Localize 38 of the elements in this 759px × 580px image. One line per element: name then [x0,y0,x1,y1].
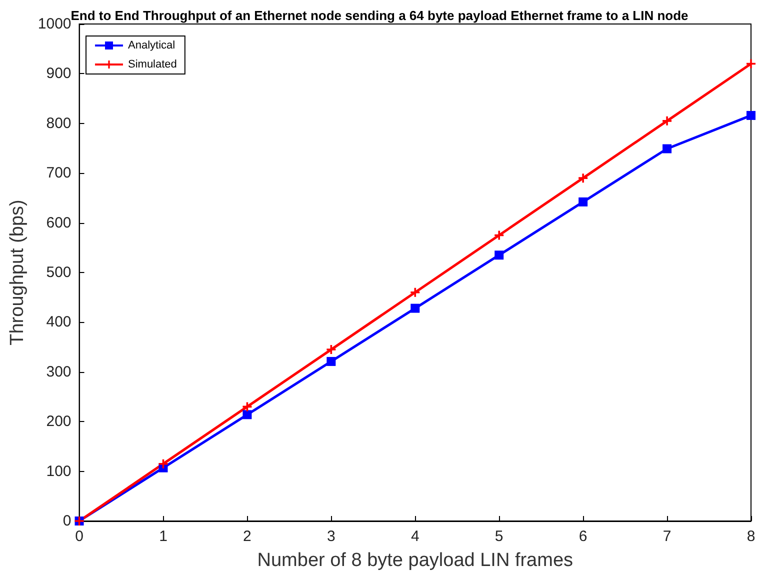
y-tick-label: 300 [46,363,72,380]
x-tick-label: 8 [746,528,756,545]
point [662,144,672,154]
x-tick-label: 1 [159,528,168,545]
y-axis-title: Throughput (bps) [7,200,28,346]
x-tick-label: 5 [494,528,504,545]
y-tick-label: 1000 [38,16,72,32]
x-tick-label: 7 [662,528,672,545]
x-axis-title: Number of 8 byte payload LIN frames [257,550,574,571]
y-tick-label: 600 [46,214,72,232]
point [746,59,756,68]
x-tick-label: 4 [410,528,420,545]
y-tick-label: 400 [46,314,72,331]
y-tick-label: 100 [46,462,72,480]
point [578,197,588,206]
y-tick-label: 700 [46,164,72,182]
y-tick-label: 0 [62,512,72,530]
point [410,288,420,297]
y-tick-label: 500 [46,264,72,281]
point [494,230,504,240]
point [242,410,252,420]
point [326,345,336,354]
point [494,250,504,260]
y-tick-label: 800 [46,114,72,132]
x-tick-label: 2 [243,528,252,545]
point [662,116,672,126]
point [326,356,336,366]
legend-label: Simulated [128,58,177,70]
point [410,304,420,313]
legend-label: Analytical [128,40,176,52]
x-tick-label: 0 [75,528,84,545]
point [578,174,588,183]
x-tick-label: 3 [326,528,336,545]
x-tick-label: 6 [578,528,588,545]
point [746,110,756,120]
y-tick-label: 900 [46,65,72,82]
chart-title: End to End Throughput of an Ethernet node sending a 64 byte payload Ethernet frame to a LIN node [70,8,688,23]
y-tick-label: 200 [46,413,72,430]
